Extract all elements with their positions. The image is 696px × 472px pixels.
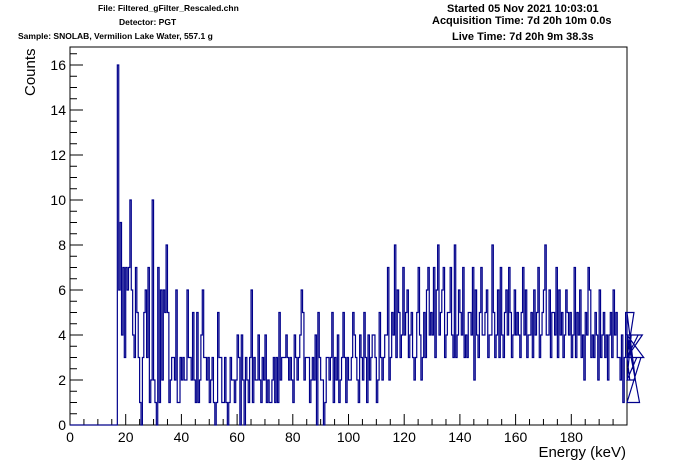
x-tick-label: 140 <box>448 429 472 445</box>
sample-label: Sample: SNOLAB, Vermilion Lake Water, 55… <box>18 31 213 41</box>
x-tick-label: 0 <box>66 429 74 445</box>
y-tick-label: 14 <box>50 102 66 118</box>
x-tick-label: 40 <box>174 429 190 445</box>
x-axis-title: Energy (keV) <box>538 444 626 461</box>
start-time-label: Started 05 Nov 2021 10:03:01 <box>447 3 599 15</box>
y-tick-label: 4 <box>58 327 66 343</box>
detector-label: Detector: PGT <box>119 17 177 27</box>
x-tick-label: 120 <box>393 429 417 445</box>
x-tick-label: 20 <box>118 429 134 445</box>
y-tick-label: 16 <box>50 57 66 73</box>
axis-ticks <box>69 53 628 426</box>
y-tick-label: 2 <box>58 372 66 388</box>
y-tick-label: 12 <box>50 147 66 163</box>
x-tick-label: 100 <box>337 429 361 445</box>
x-tick-label: 160 <box>504 429 528 445</box>
file-name-label: File: Filtered_gFilter_Rescaled.chn <box>98 3 239 13</box>
acquisition-time-label: Acquisition Time: 7d 20h 10m 0.0s <box>432 15 612 27</box>
spectrum-histogram-line <box>70 64 645 426</box>
axis-tick-labels: 0 20 40 60 80 100 120 140 160 180 0 2 4 6 8 10 12 14 16 <box>50 57 583 445</box>
x-tick-label: 60 <box>229 429 245 445</box>
y-tick-label: 0 <box>58 417 66 433</box>
y-axis-title: Counts <box>22 48 39 96</box>
y-tick-label: 6 <box>58 282 66 298</box>
x-tick-label: 80 <box>285 429 301 445</box>
y-tick-label: 10 <box>50 192 66 208</box>
live-time-label: Live Time: 7d 20h 9m 38.3s <box>452 31 594 43</box>
x-tick-label: 180 <box>560 429 584 445</box>
y-tick-label: 8 <box>58 237 66 253</box>
